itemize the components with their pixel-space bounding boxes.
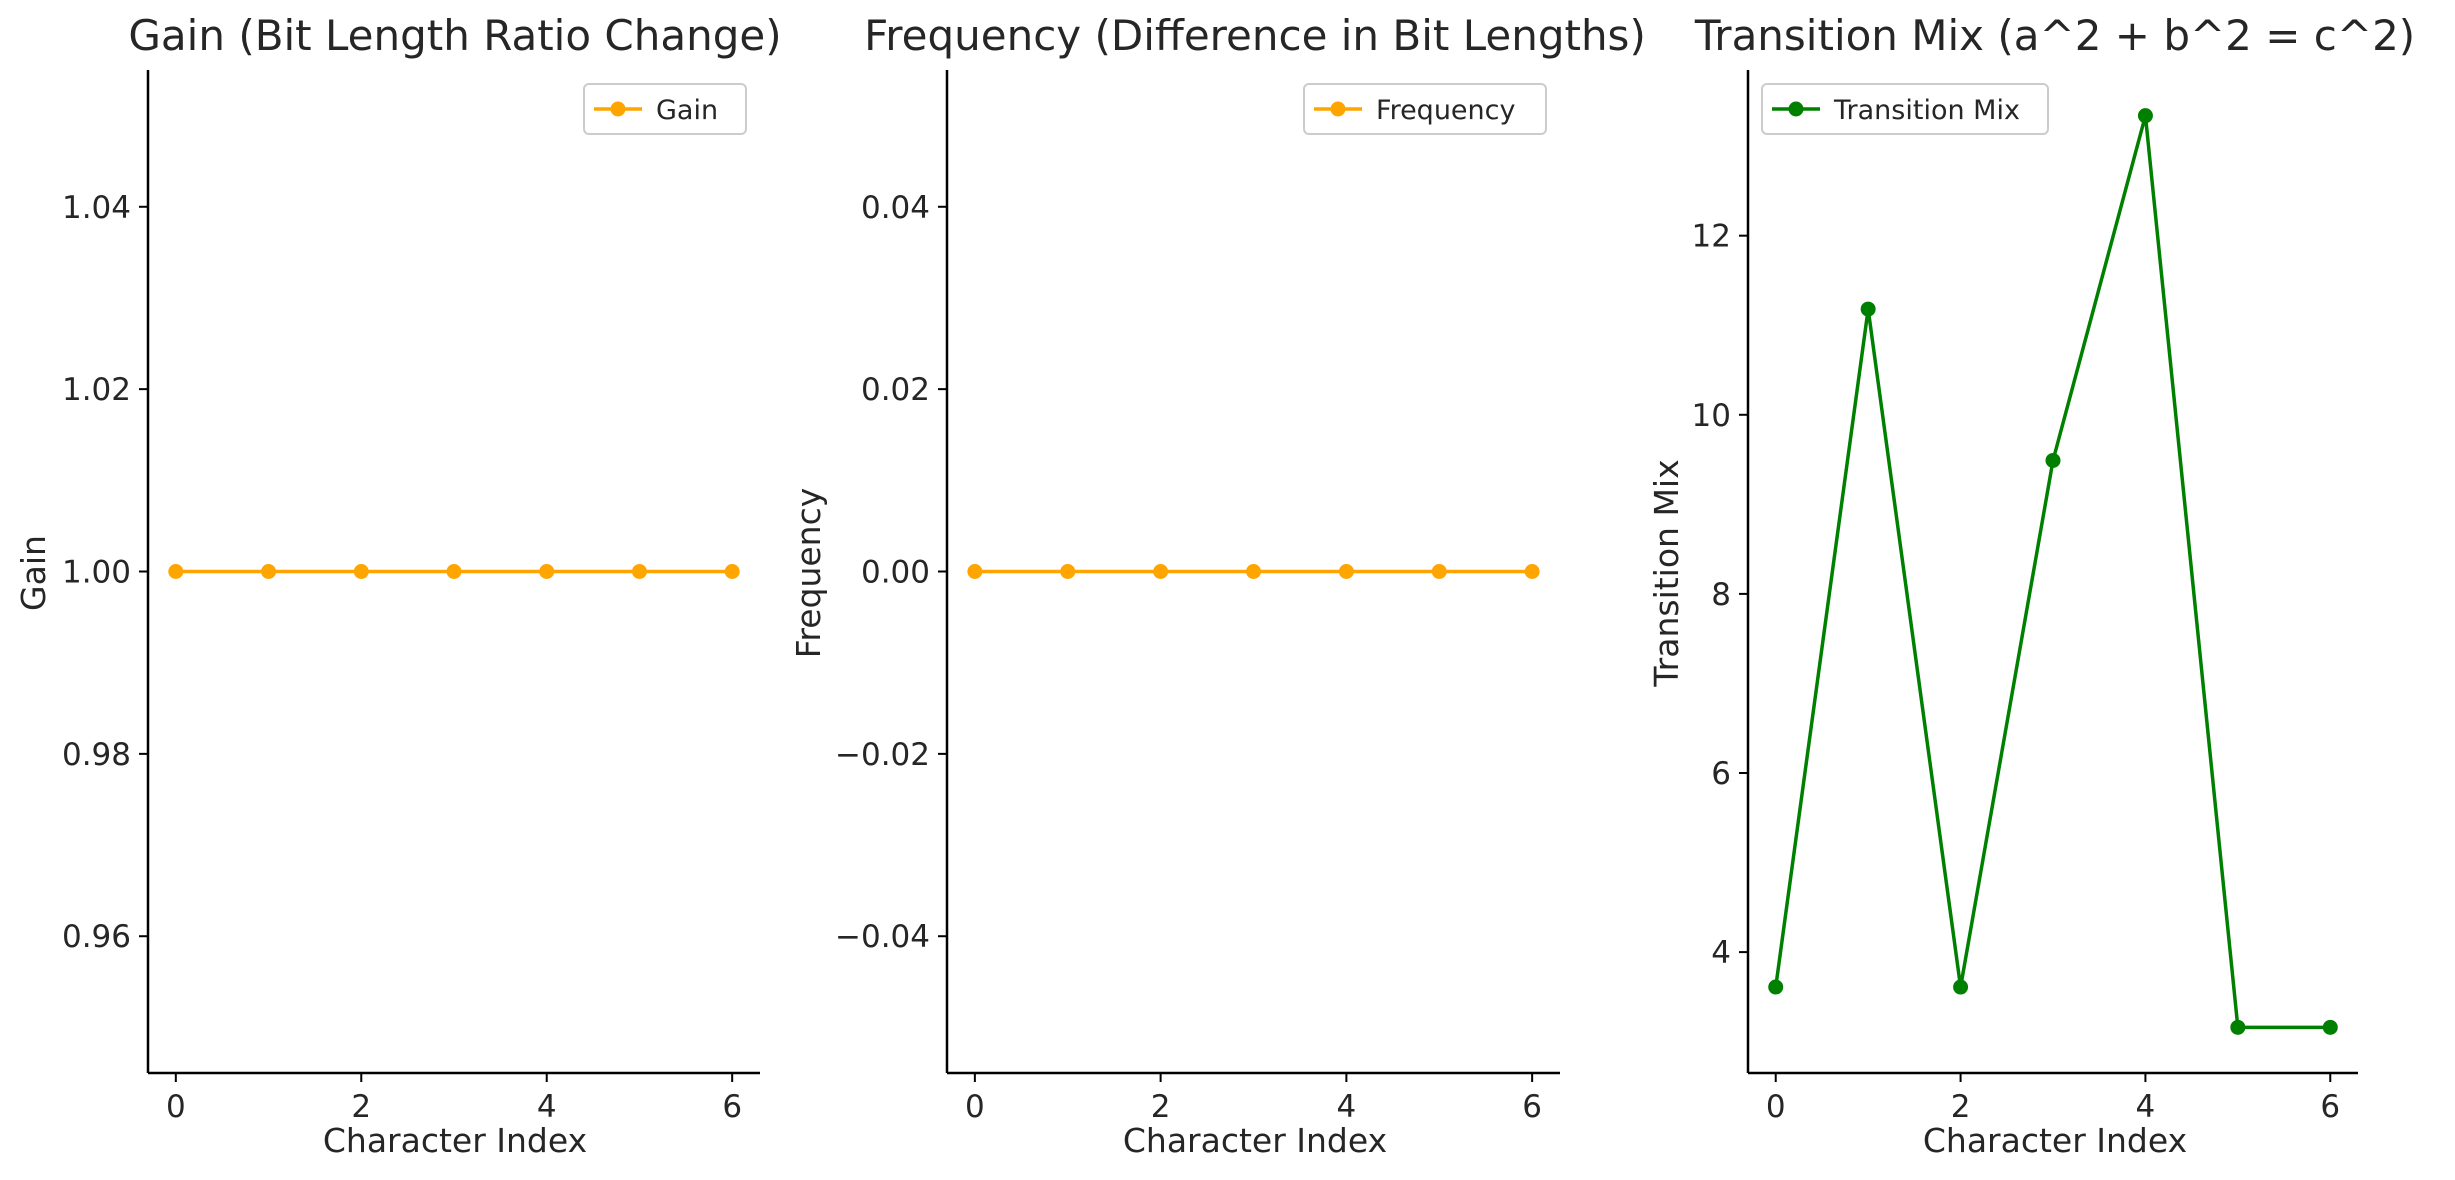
series-line <box>1773 113 2331 1030</box>
x-tick-label: 0 <box>965 1089 985 1125</box>
chart-panel-frequency: Frequency (Difference in Bit Lengths) Ch… <box>789 11 1646 1160</box>
data-point <box>2137 108 2153 124</box>
x-tick-label: 2 <box>1951 1089 1971 1125</box>
x-axis-label: Character Index <box>323 1121 587 1160</box>
legend: Transition Mix <box>1761 83 2049 135</box>
legend-swatch-marker <box>1788 101 1804 117</box>
data-point <box>1246 564 1261 579</box>
data-point <box>261 564 277 579</box>
x-tick-label: 6 <box>2320 1089 2340 1125</box>
data-point <box>1431 564 1447 579</box>
data-point <box>446 564 462 579</box>
legend-frame <box>583 83 747 135</box>
data-point <box>1524 564 1540 579</box>
legend-label: Frequency <box>1376 95 1516 126</box>
y-tick-label: 1.04 <box>62 190 131 226</box>
y-tick-label: 0.00 <box>861 555 930 591</box>
y-tick-label: 1.00 <box>62 555 131 591</box>
y-axis-label: Transition Mix <box>1647 459 1686 687</box>
y-tick-label: −0.04 <box>835 919 930 955</box>
y-tick-label: 6 <box>1711 756 1731 792</box>
data-point <box>631 564 647 579</box>
y-tick-label: 10 <box>1692 398 1731 434</box>
data-point <box>2322 1019 2338 1035</box>
x-tick-label: 6 <box>1522 1089 1542 1125</box>
data-point <box>353 564 369 579</box>
data-point <box>1860 301 1876 317</box>
x-tick-label: 4 <box>1337 1089 1357 1125</box>
y-tick-label: 0.04 <box>861 190 930 226</box>
legend: Gain <box>583 83 747 135</box>
data-point <box>1338 564 1354 579</box>
y-tick-label: 0.02 <box>861 372 930 408</box>
y-tick-label: 1.02 <box>62 372 131 408</box>
data-point <box>724 564 740 579</box>
legend-label: Gain <box>656 95 718 126</box>
chart-title: Frequency (Difference in Bit Lengths) <box>864 11 1646 60</box>
x-tick-label: 2 <box>1151 1089 1171 1125</box>
x-axis-label: Character Index <box>1923 1121 2187 1160</box>
legend-frame <box>1303 83 1547 135</box>
chart-panel-gain: Gain (Bit Length Ratio Change) Character… <box>14 11 782 1160</box>
legend-swatch-marker <box>1330 101 1346 117</box>
x-tick-label: 0 <box>166 1089 186 1125</box>
legend-label: Transition Mix <box>1833 95 2020 126</box>
y-axis-label: Frequency <box>789 488 828 658</box>
legend-swatch-marker <box>610 101 626 117</box>
data-point <box>1060 564 1076 579</box>
data-point <box>967 564 983 579</box>
chart-title: Transition Mix (a^2 + b^2 = c^2) <box>1694 11 2415 60</box>
legend-frame <box>1761 83 2049 135</box>
data-point <box>539 564 555 579</box>
y-tick-label: −0.02 <box>835 737 930 773</box>
y-tick-label: 12 <box>1692 219 1731 255</box>
y-tick-label: 0.98 <box>62 737 131 773</box>
data-point <box>2045 452 2061 468</box>
x-tick-label: 6 <box>722 1089 742 1125</box>
legend: Frequency <box>1303 83 1547 135</box>
x-tick-label: 4 <box>2136 1089 2156 1125</box>
x-tick-label: 4 <box>537 1089 557 1125</box>
chart-panel-transition-mix: Transition Mix (a^2 + b^2 = c^2) Charact… <box>1647 11 2415 1160</box>
x-tick-label: 0 <box>1766 1089 1786 1125</box>
data-point <box>1768 979 1784 995</box>
data-point <box>168 564 184 579</box>
y-tick-label: 4 <box>1711 935 1731 971</box>
data-point <box>1153 564 1169 579</box>
y-tick-label: 0.96 <box>62 919 131 955</box>
y-tick-label: 8 <box>1711 577 1731 613</box>
y-axis-label: Gain <box>14 535 53 611</box>
x-tick-label: 2 <box>351 1089 371 1125</box>
chart-title: Gain (Bit Length Ratio Change) <box>128 11 781 60</box>
data-point <box>2230 1019 2246 1035</box>
x-axis-label: Character Index <box>1123 1121 1387 1160</box>
data-point <box>1953 979 1969 995</box>
